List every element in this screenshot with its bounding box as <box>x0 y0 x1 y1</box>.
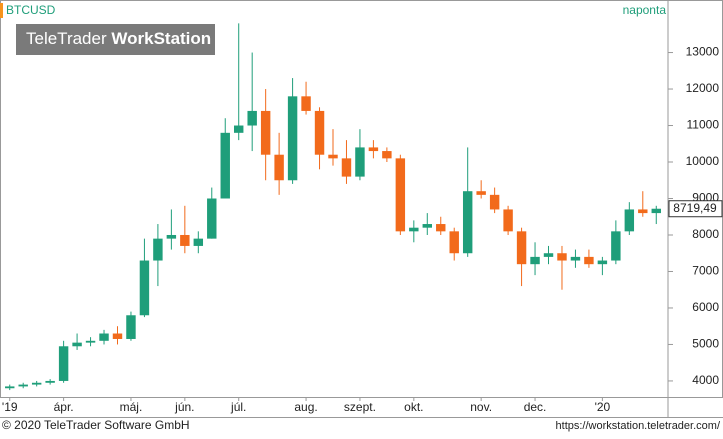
candle-body <box>341 158 352 177</box>
candle-body <box>597 260 608 265</box>
candle-body <box>368 147 379 152</box>
candle-body <box>18 384 28 387</box>
logo-bold: WorkStation <box>111 29 211 48</box>
candle-body <box>31 382 42 385</box>
candle-body <box>274 154 284 181</box>
x-tick-label: jún. <box>174 400 194 414</box>
candle-body <box>45 380 55 383</box>
candle-body <box>557 253 567 261</box>
x-tick-label: ápr. <box>54 400 74 414</box>
candle-body <box>220 132 230 199</box>
candle-body <box>516 231 527 265</box>
y-tick-label: 13000 <box>686 45 720 59</box>
logo-light: TeleTrader <box>26 29 107 48</box>
candle-body <box>5 386 15 389</box>
symbol-marker <box>0 3 3 18</box>
candle-body <box>422 224 432 228</box>
logo: TeleTrader WorkStation <box>26 29 211 48</box>
candle-body <box>328 154 338 159</box>
candle-body <box>153 238 163 261</box>
x-tick-label: aug. <box>294 400 317 414</box>
candle-body <box>624 209 635 232</box>
candle-body <box>314 110 325 155</box>
candle-body <box>409 227 419 232</box>
candle-body <box>126 315 136 339</box>
symbol: BTCUSD <box>6 3 56 17</box>
candle-body <box>58 346 69 381</box>
candle-body <box>395 158 406 232</box>
period: naponta <box>623 3 667 17</box>
x-tick-label: '19 <box>2 400 18 414</box>
y-tick-label: 11000 <box>687 118 720 132</box>
candle-body <box>260 110 271 155</box>
candle-body <box>530 256 540 265</box>
candle-body <box>489 194 500 210</box>
y-tick-label: 4000 <box>692 373 719 387</box>
x-tick-label: szept. <box>344 400 376 414</box>
last-price-box <box>668 200 723 218</box>
logo-box <box>16 24 215 55</box>
y-tick-label: 7000 <box>692 264 719 278</box>
y-tick-label: 6000 <box>692 300 719 314</box>
candle-body <box>651 208 661 214</box>
candle-body <box>382 151 392 159</box>
url: https://workstation.teletrader.com/ <box>556 420 721 432</box>
candle-body <box>166 234 177 239</box>
candle-body <box>180 234 190 246</box>
candle-body <box>193 238 204 246</box>
candle-body <box>301 96 311 111</box>
x-tick-label: nov. <box>470 400 492 414</box>
candle-body <box>543 253 554 257</box>
candle-body <box>570 256 581 261</box>
candle-body <box>207 198 217 239</box>
candle-body <box>85 340 96 343</box>
candle-body <box>247 110 257 126</box>
candle-body <box>72 342 82 347</box>
x-tick-label: máj. <box>120 400 143 414</box>
y-tick-label: 10000 <box>686 154 720 168</box>
copyright: © 2020 TeleTrader Software GmbH <box>2 418 190 432</box>
y-tick-label: 8000 <box>692 227 719 241</box>
last-price-label: 8719,49 <box>673 201 717 215</box>
candle-body <box>234 125 244 133</box>
candle-body <box>503 209 513 232</box>
candle-body <box>584 256 594 265</box>
x-tick-label: okt. <box>404 400 423 414</box>
candle-body <box>638 209 648 214</box>
candle-body <box>476 191 486 195</box>
candle-body <box>99 333 109 341</box>
y-tick-label: 12000 <box>686 81 720 95</box>
x-tick-label: dec. <box>524 400 547 414</box>
candle-body <box>139 260 150 316</box>
x-tick-label: '20 <box>595 400 611 414</box>
candle-body <box>355 147 365 177</box>
candle-body <box>112 333 123 339</box>
y-tick-label: 5000 <box>692 337 719 351</box>
candle-body <box>462 191 473 254</box>
x-tick-label: júl. <box>230 400 246 414</box>
candle-body <box>436 224 446 232</box>
candle-body <box>611 231 621 261</box>
candle-body <box>287 96 298 181</box>
candle-body <box>449 231 459 254</box>
